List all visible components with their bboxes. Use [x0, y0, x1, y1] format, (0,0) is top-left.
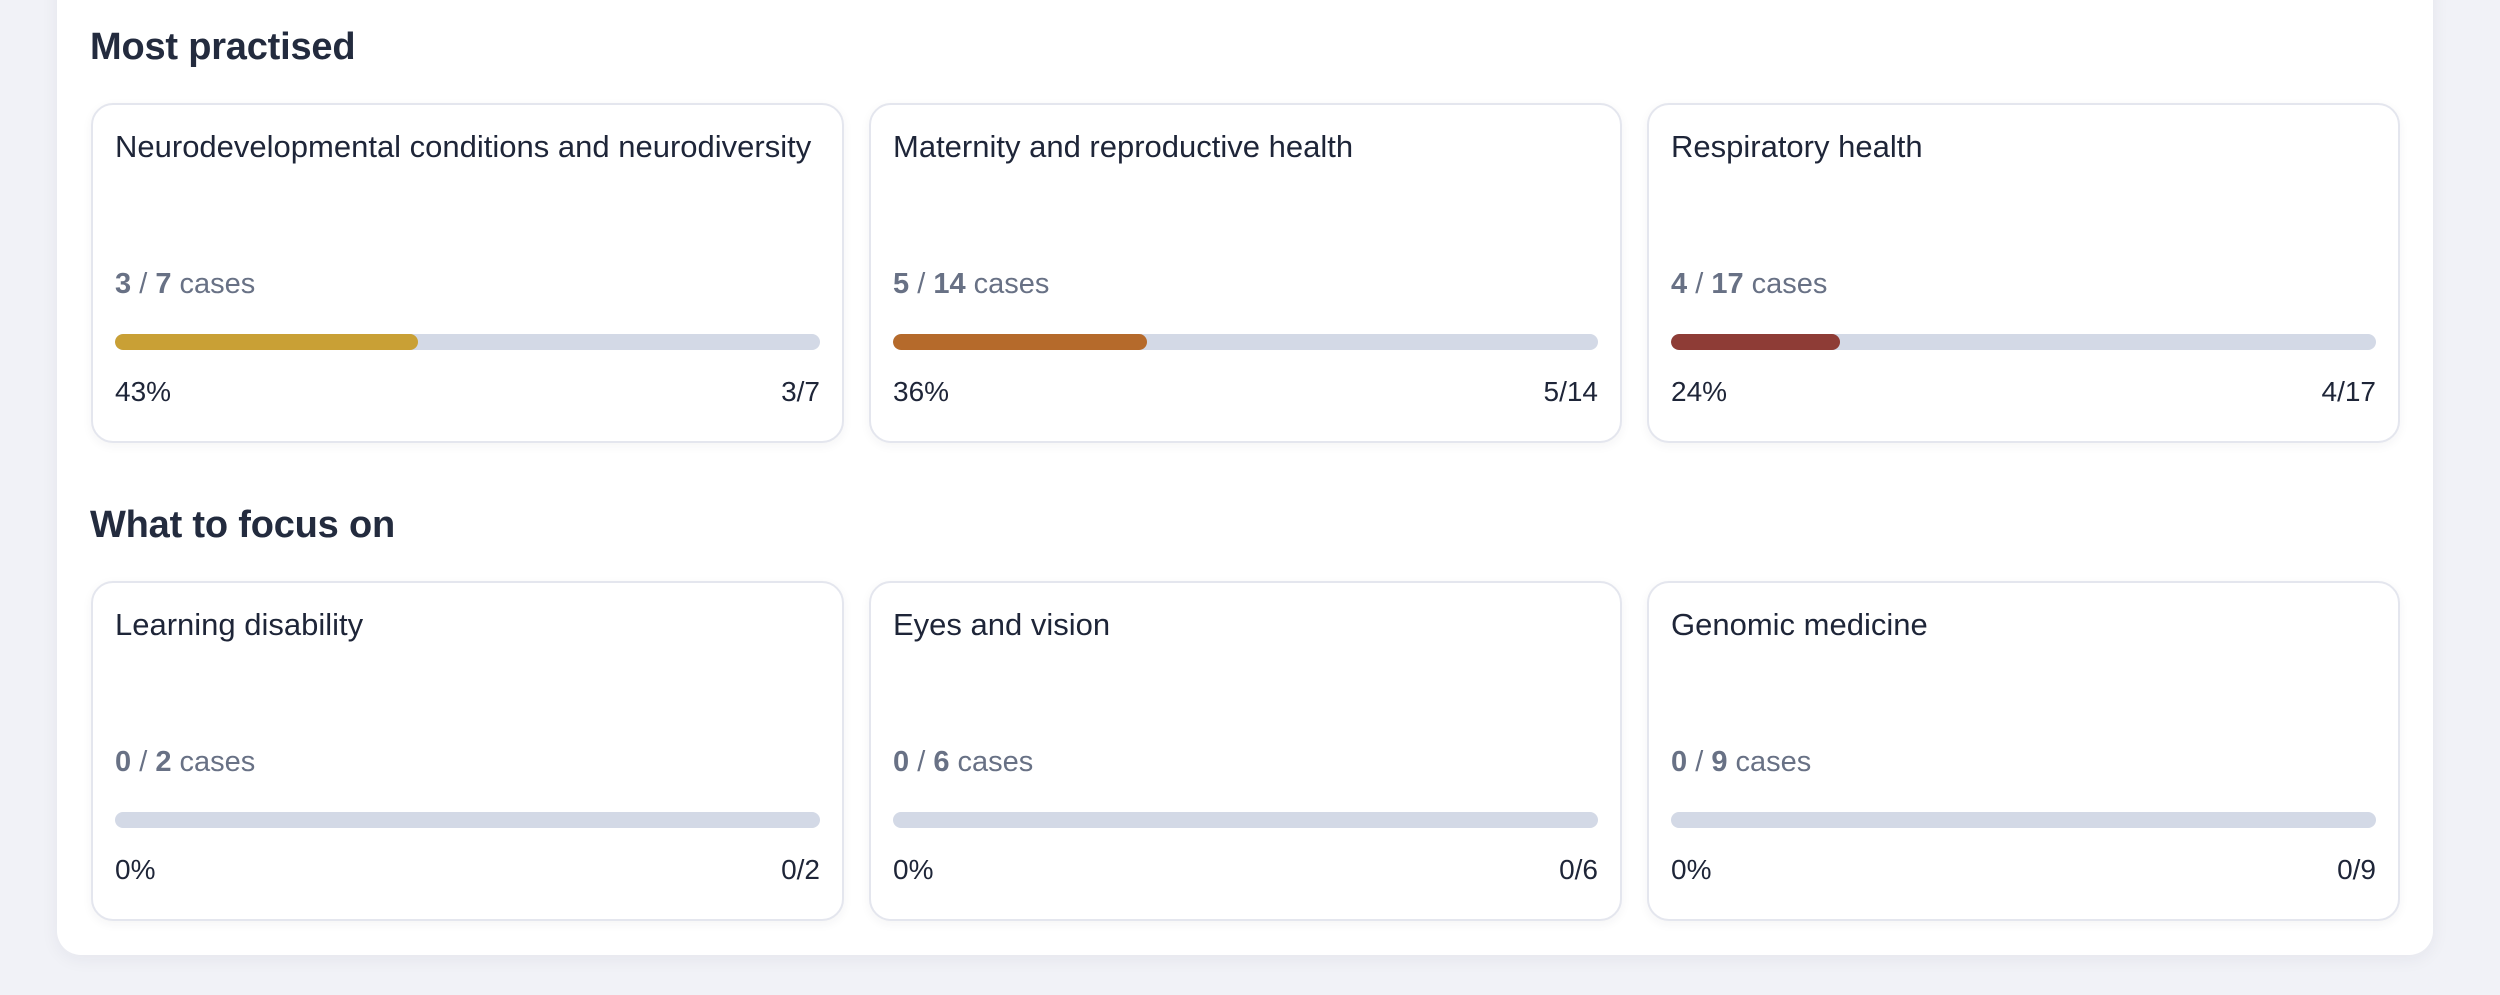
topic-card[interactable]: Eyes and vision 0 / 6 cases 0% 0/6	[869, 581, 1622, 921]
case-count: 5 / 14 cases	[893, 268, 1049, 301]
progress-ratio: 5/14	[1543, 376, 1599, 407]
cases-done: 3	[115, 268, 132, 300]
progress-ratio: 0/2	[781, 854, 820, 885]
cases-total: 2	[155, 746, 172, 778]
most-practised-grid: Neurodevelopmental conditions and neurod…	[91, 103, 2401, 443]
progress-percent: 36%	[893, 376, 950, 407]
topic-title: Respiratory health	[1671, 129, 1923, 164]
count-separator: /	[917, 746, 926, 778]
progress-percent: 0%	[893, 854, 934, 885]
cases-done: 0	[1671, 746, 1688, 778]
cases-unit: cases	[957, 746, 1034, 778]
progress-bar-fill	[1671, 334, 1841, 350]
count-separator: /	[917, 268, 926, 300]
cases-total: 17	[1711, 268, 1744, 300]
topic-card[interactable]: Neurodevelopmental conditions and neurod…	[91, 103, 844, 443]
cases-total: 6	[933, 746, 950, 778]
cases-total: 7	[155, 268, 172, 300]
progress-percent: 0%	[115, 854, 156, 885]
topic-card[interactable]: Learning disability 0 / 2 cases 0% 0/2	[91, 581, 844, 921]
count-separator: /	[139, 746, 148, 778]
topic-title: Neurodevelopmental conditions and neurod…	[115, 129, 812, 164]
topic-card[interactable]: Genomic medicine 0 / 9 cases 0% 0/9	[1647, 581, 2400, 921]
topic-title: Learning disability	[115, 607, 364, 642]
progress-bar-fill	[893, 334, 1147, 350]
cases-unit: cases	[973, 268, 1050, 300]
progress-percent: 0%	[1671, 854, 1712, 885]
topic-title: Eyes and vision	[893, 607, 1111, 642]
cases-unit: cases	[179, 268, 256, 300]
section-title-most-practised: Most practised	[90, 26, 356, 68]
case-count: 0 / 2 cases	[115, 746, 255, 779]
case-count: 3 / 7 cases	[115, 268, 255, 301]
case-count: 0 / 9 cases	[1671, 746, 1811, 779]
cases-done: 4	[1671, 268, 1688, 300]
focus-grid: Learning disability 0 / 2 cases 0% 0/2 E…	[91, 581, 2401, 921]
topic-card[interactable]: Respiratory health 4 / 17 cases 24% 4/17	[1647, 103, 2400, 443]
cases-done: 5	[893, 268, 910, 300]
progress-ratio: 3/7	[781, 376, 820, 407]
progress-bar	[115, 334, 820, 350]
progress-bar-fill	[115, 334, 419, 350]
cases-total: 14	[933, 268, 966, 300]
progress-percent: 24%	[1671, 376, 1728, 407]
progress-bar	[1671, 334, 2376, 350]
case-count: 0 / 6 cases	[893, 746, 1033, 779]
section-title-what-to-focus-on: What to focus on	[90, 504, 395, 546]
progress-ratio: 4/17	[2321, 376, 2377, 407]
case-count: 4 / 17 cases	[1671, 268, 1827, 301]
progress-bar	[893, 812, 1598, 828]
progress-percent: 43%	[115, 376, 172, 407]
cases-done: 0	[893, 746, 910, 778]
progress-ratio: 0/9	[2337, 854, 2376, 885]
count-separator: /	[1695, 268, 1704, 300]
topic-title: Genomic medicine	[1671, 607, 1928, 642]
count-separator: /	[139, 268, 148, 300]
cases-unit: cases	[179, 746, 256, 778]
cases-done: 0	[115, 746, 132, 778]
topic-card[interactable]: Maternity and reproductive health 5 / 14…	[869, 103, 1622, 443]
topic-title: Maternity and reproductive health	[893, 129, 1354, 164]
cases-total: 9	[1711, 746, 1728, 778]
progress-bar	[1671, 812, 2376, 828]
cases-unit: cases	[1735, 746, 1812, 778]
count-separator: /	[1695, 746, 1704, 778]
progress-bar	[893, 334, 1598, 350]
progress-bar	[115, 812, 820, 828]
cases-unit: cases	[1751, 268, 1828, 300]
progress-ratio: 0/6	[1559, 854, 1598, 885]
